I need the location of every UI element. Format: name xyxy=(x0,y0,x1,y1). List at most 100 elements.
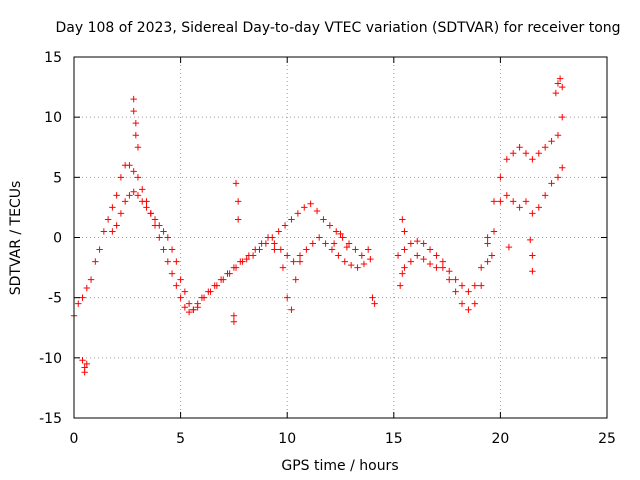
data-point xyxy=(79,294,86,301)
data-point xyxy=(126,192,133,199)
data-point xyxy=(396,282,404,289)
data-point xyxy=(556,75,564,82)
data-point xyxy=(371,300,378,307)
y-axis-label: SDTVAR / TECUs xyxy=(8,181,24,296)
data-point xyxy=(488,252,496,259)
data-point xyxy=(294,210,302,217)
data-point xyxy=(309,240,316,247)
data-point xyxy=(313,207,321,215)
data-point xyxy=(271,240,278,247)
data-point xyxy=(190,306,197,313)
data-point xyxy=(134,144,142,151)
data-point xyxy=(345,240,353,247)
data-point xyxy=(96,246,103,253)
data-point xyxy=(548,180,555,187)
data-point xyxy=(426,246,434,253)
y-tick-label: 0 xyxy=(53,231,62,247)
data-point xyxy=(130,95,137,103)
data-point xyxy=(541,192,549,199)
data-point xyxy=(529,210,536,217)
data-point xyxy=(367,255,374,263)
series-track-d xyxy=(401,164,566,313)
data-point xyxy=(535,150,542,157)
data-point xyxy=(341,258,348,265)
data-point xyxy=(471,282,479,289)
data-point xyxy=(239,258,246,265)
data-point xyxy=(156,234,163,241)
chart-title: Day 108 of 2023, Sidereal Day-to-day VTE… xyxy=(55,20,620,36)
data-point xyxy=(559,83,566,91)
data-point xyxy=(339,234,346,241)
data-point xyxy=(79,357,86,364)
data-point xyxy=(414,237,421,245)
data-point xyxy=(279,264,287,271)
y-tick-labels: -15 -10 -5 0 5 10 15 xyxy=(39,50,62,427)
data-point xyxy=(401,228,408,235)
data-point xyxy=(92,258,99,265)
data-point xyxy=(333,228,340,235)
data-point xyxy=(292,276,299,283)
data-point xyxy=(245,252,253,259)
data-point xyxy=(207,288,214,295)
data-point xyxy=(554,80,562,87)
data-point xyxy=(303,246,310,253)
data-point xyxy=(522,198,530,205)
data-point xyxy=(232,180,240,187)
data-point xyxy=(322,240,329,247)
data-point xyxy=(194,304,201,311)
data-point xyxy=(200,294,208,301)
data-point xyxy=(529,252,536,259)
data-point xyxy=(509,198,517,205)
data-point xyxy=(433,252,440,259)
data-point xyxy=(181,288,189,295)
data-point xyxy=(232,264,240,271)
y-tick-label: 5 xyxy=(53,170,62,186)
data-point xyxy=(230,312,238,319)
data-point xyxy=(143,204,150,211)
data-point xyxy=(288,216,295,223)
data-point xyxy=(275,228,282,235)
data-point xyxy=(160,228,167,235)
data-point xyxy=(264,234,272,241)
series-track-c xyxy=(394,113,566,295)
data-point xyxy=(83,360,90,368)
y-tick-label: 15 xyxy=(44,50,62,66)
data-point xyxy=(458,300,466,307)
data-point xyxy=(315,234,323,241)
data-point xyxy=(535,204,542,211)
axis-ticks xyxy=(73,56,608,419)
series-track-b xyxy=(109,188,374,313)
data-point xyxy=(335,252,342,259)
data-point xyxy=(478,264,485,271)
data-point xyxy=(160,246,167,253)
data-point xyxy=(151,216,159,223)
data-point xyxy=(360,260,368,268)
data-point xyxy=(220,276,227,283)
data-point xyxy=(168,246,176,253)
data-point xyxy=(365,246,372,253)
data-point xyxy=(75,300,82,307)
data-point xyxy=(559,164,566,171)
data-point xyxy=(337,230,344,238)
data-point xyxy=(173,282,180,289)
data-point xyxy=(104,216,112,223)
data-point xyxy=(509,150,517,157)
x-tick-label: 25 xyxy=(598,431,616,447)
data-point xyxy=(301,204,308,211)
x-axis-label: GPS time / hours xyxy=(281,458,398,474)
data-point xyxy=(185,300,193,307)
data-point xyxy=(420,240,427,247)
x-tick-label: 15 xyxy=(385,431,403,447)
data-point xyxy=(213,282,221,289)
data-point xyxy=(399,270,406,277)
data-point xyxy=(446,276,453,283)
data-point xyxy=(83,284,90,292)
data-point xyxy=(185,308,193,316)
y-tick-label: -15 xyxy=(39,411,62,427)
x-tick-label: 5 xyxy=(176,431,185,447)
data-point xyxy=(426,260,434,268)
data-point xyxy=(529,267,536,275)
data-point xyxy=(134,192,142,199)
data-point xyxy=(132,119,140,127)
